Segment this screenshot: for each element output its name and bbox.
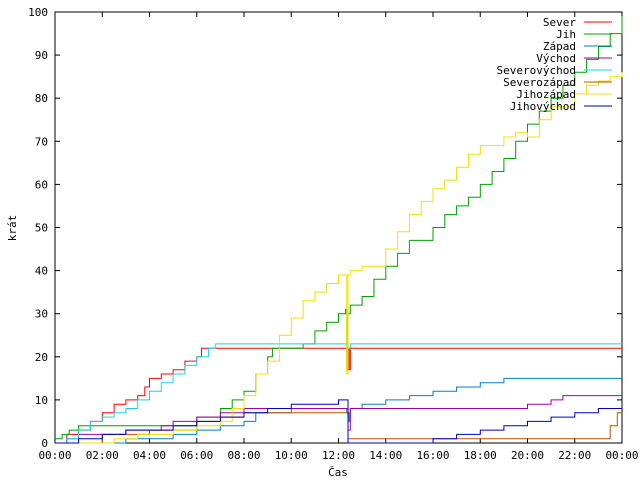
y-tick-label: 60: [35, 178, 48, 191]
y-tick-label: 40: [35, 265, 48, 278]
x-tick-label: 16:00: [416, 449, 449, 462]
x-tick-label: 14:00: [369, 449, 402, 462]
legend-label: Jihozápad: [516, 88, 576, 101]
series-layer: [55, 16, 623, 444]
y-tick-label: 100: [28, 6, 48, 19]
y-tick-label: 90: [35, 49, 48, 62]
legend: SeverJihZápadVýchodSeverovýchodSeverozáp…: [497, 16, 612, 113]
x-tick-label: 04:00: [133, 449, 166, 462]
series-line-jihozapad: [55, 72, 623, 444]
axis-ticks: 00:00 02:00 04:00 06:00 08:00 10:00 12:00 14:00…: [28, 6, 638, 462]
series-line-sever: [55, 347, 622, 444]
series-line-zapad: [55, 377, 622, 444]
series-line-severozapad: [55, 412, 622, 444]
x-tick-label: 12:00: [322, 449, 355, 462]
legend-label: Východ: [536, 52, 576, 65]
y-tick-label: 80: [35, 92, 48, 105]
x-axis-label: Čas: [328, 466, 348, 479]
x-tick-label: 10:00: [275, 449, 308, 462]
y-axis-label: krát: [6, 215, 19, 242]
x-tick-label: 00:00: [38, 449, 71, 462]
legend-label: Sever: [543, 16, 576, 29]
x-tick-label: 02:00: [86, 449, 119, 462]
legend-label: Jihovýchod: [510, 100, 576, 113]
y-tick-label: 50: [35, 222, 48, 235]
y-tick-label: 0: [41, 437, 48, 450]
x-tick-label: 18:00: [464, 449, 497, 462]
x-tick-label: 08:00: [227, 449, 260, 462]
x-tick-label: 22:00: [558, 449, 591, 462]
series-line-jihovychod: [55, 399, 622, 444]
y-tick-label: 30: [35, 308, 48, 321]
legend-label: Jih: [556, 28, 576, 41]
y-tick-label: 20: [35, 351, 48, 364]
x-tick-label: 06:00: [180, 449, 213, 462]
series-line-severovychod: [55, 343, 622, 444]
legend-label: Severozápad: [503, 76, 576, 89]
y-tick-label: 70: [35, 135, 48, 148]
y-tick-label: 10: [35, 394, 48, 407]
legend-label: Severovýchod: [497, 64, 576, 77]
x-tick-label: 00:00: [605, 449, 638, 462]
legend-label: Západ: [543, 40, 576, 53]
x-tick-label: 20:00: [511, 449, 544, 462]
